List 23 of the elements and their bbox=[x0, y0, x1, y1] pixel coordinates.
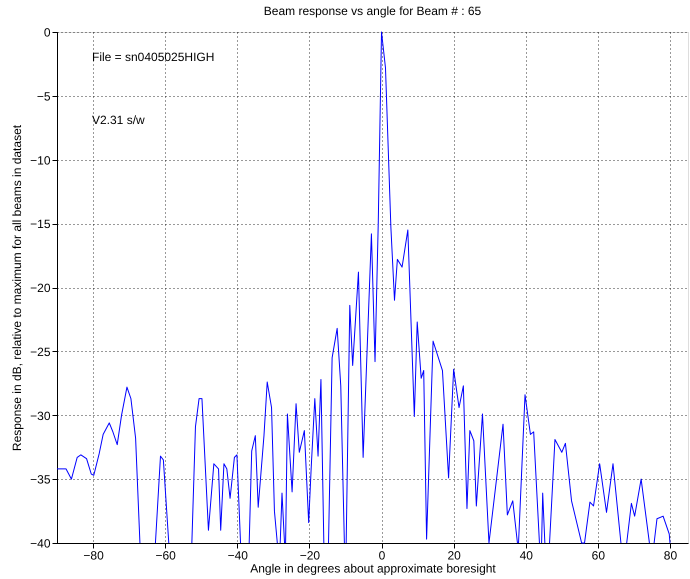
x-tick-label: 80 bbox=[664, 548, 678, 562]
y-axis-title: Response in dB, relative to maximum for all beams in dataset bbox=[10, 124, 24, 452]
chart-title: Beam response vs angle for Beam # : 65 bbox=[264, 4, 482, 18]
x-tick-label: −20 bbox=[300, 548, 320, 562]
annotation: File = sn0405025HIGH bbox=[92, 50, 214, 64]
y-tick-label: −35 bbox=[30, 472, 51, 487]
y-tick-label: −5 bbox=[36, 89, 51, 104]
y-tick-label: 0 bbox=[44, 26, 51, 40]
x-tick-label: 60 bbox=[592, 548, 606, 562]
annotation: V2.31 s/w bbox=[92, 113, 146, 127]
y-tick-label: −20 bbox=[30, 281, 51, 295]
y-tick-label: −25 bbox=[30, 344, 51, 359]
x-tick-label: −80 bbox=[83, 548, 104, 562]
x-tick-label: −60 bbox=[155, 548, 176, 562]
y-tick-label: −10 bbox=[30, 153, 51, 168]
x-tick-label: 40 bbox=[520, 548, 534, 562]
x-tick-label: −40 bbox=[228, 548, 248, 562]
x-axis-title: Angle in degrees about approximate boresight bbox=[250, 562, 496, 576]
x-tick-label: 0 bbox=[378, 548, 386, 562]
y-tick-label: −30 bbox=[30, 408, 51, 423]
x-tick-label: 20 bbox=[447, 548, 462, 562]
y-tick-label: −15 bbox=[30, 217, 51, 232]
y-tick-label: −40 bbox=[30, 536, 51, 550]
